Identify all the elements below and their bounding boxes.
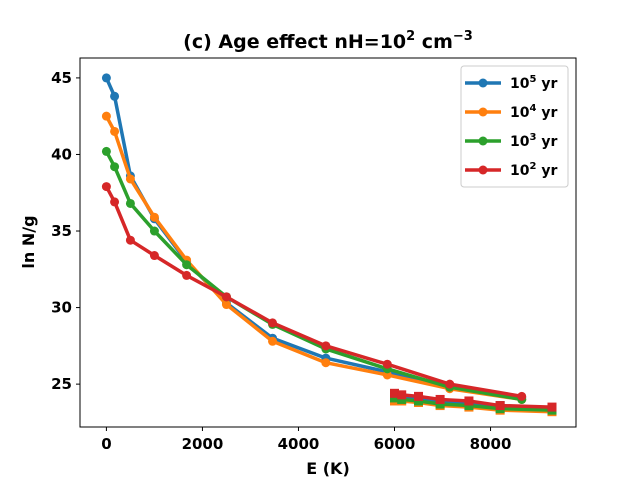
y-tick-label: 30 [51, 299, 72, 317]
legend-label-exponent: 2 [529, 161, 536, 172]
legend-label-exponent: 4 [529, 103, 536, 114]
legend-label-base: 10 [510, 76, 530, 92]
x-tick-label: 0 [101, 435, 111, 453]
tail-data-point [464, 401, 474, 411]
legend-label-unit: yr [536, 76, 557, 92]
data-point [110, 91, 120, 101]
series-layer [101, 73, 557, 417]
x-axis-label: E (K) [306, 459, 350, 478]
legend-marker [478, 136, 488, 146]
x-axis: 0 2000 4000 6000 8000 [101, 427, 511, 453]
y-axis: 25 30 35 40 45 [51, 69, 80, 393]
legend-label-exponent: 3 [529, 132, 536, 143]
tail-data-point [397, 394, 407, 404]
data-point [110, 162, 120, 172]
legend-marker [478, 107, 488, 117]
y-axis-label: ln N/g [19, 215, 38, 268]
data-point [110, 126, 120, 136]
y-tick-label: 35 [51, 222, 72, 240]
data-point [382, 359, 392, 369]
x-tick-label: 6000 [374, 435, 416, 453]
tail-data-point [435, 399, 445, 409]
data-point [101, 73, 111, 83]
data-point [182, 270, 192, 280]
legend-label-base: 10 [510, 105, 530, 121]
data-point [321, 341, 331, 351]
legend-label-base: 10 [510, 134, 530, 150]
tail-data-point [547, 402, 557, 412]
data-point [321, 358, 331, 368]
x-tick-label: 2000 [182, 435, 224, 453]
plot-frame [79, 57, 577, 428]
chart-title: (c) Age effect nH=102 cm−3 [183, 29, 473, 53]
legend-marker [478, 78, 488, 88]
y-tick-label: 25 [51, 375, 72, 393]
tail-data-point [435, 394, 445, 404]
legend-box [460, 65, 569, 188]
data-point [445, 379, 455, 389]
data-point [268, 318, 278, 328]
data-point [101, 146, 111, 156]
data-point [125, 198, 135, 208]
legend-label-unit: yr [536, 134, 557, 150]
tail-data-point [464, 396, 474, 406]
y-tick-label: 40 [51, 145, 72, 163]
title-exponent: 2 [406, 29, 415, 44]
legend-label-exponent: 5 [529, 74, 536, 85]
data-point [149, 251, 159, 261]
title-prefix: (c) Age effect nH=10 [183, 31, 406, 53]
data-point [125, 235, 135, 245]
legend-label: 103 yr [510, 132, 557, 150]
legend-label-unit: yr [536, 105, 557, 121]
data-point [110, 197, 120, 207]
data-point [125, 174, 135, 184]
title-unit-exponent: −3 [453, 29, 473, 44]
tail-data-point [390, 393, 400, 403]
x-tick-label: 4000 [278, 435, 320, 453]
tail-data-point [414, 396, 424, 406]
legend-label-base: 10 [510, 163, 530, 179]
data-point [221, 300, 231, 310]
tail-data-point [390, 388, 400, 398]
legend-label: 104 yr [510, 103, 557, 121]
tail-data-point [414, 391, 424, 401]
data-point [221, 292, 231, 302]
data-point [101, 111, 111, 121]
tail-data-point [495, 401, 505, 411]
data-point [182, 260, 192, 270]
legend-label-unit: yr [536, 163, 557, 179]
y-tick-label: 45 [51, 69, 72, 87]
data-point [101, 182, 111, 192]
legend-label: 105 yr [510, 74, 557, 92]
legend-marker [478, 165, 488, 175]
title-unit: cm [415, 31, 453, 53]
data-point [268, 336, 278, 346]
tail-data-point [397, 390, 407, 400]
data-point [517, 391, 527, 401]
legend-label: 102 yr [510, 161, 557, 179]
x-tick-label: 8000 [470, 435, 512, 453]
data-point [149, 212, 159, 222]
data-point [149, 226, 159, 236]
